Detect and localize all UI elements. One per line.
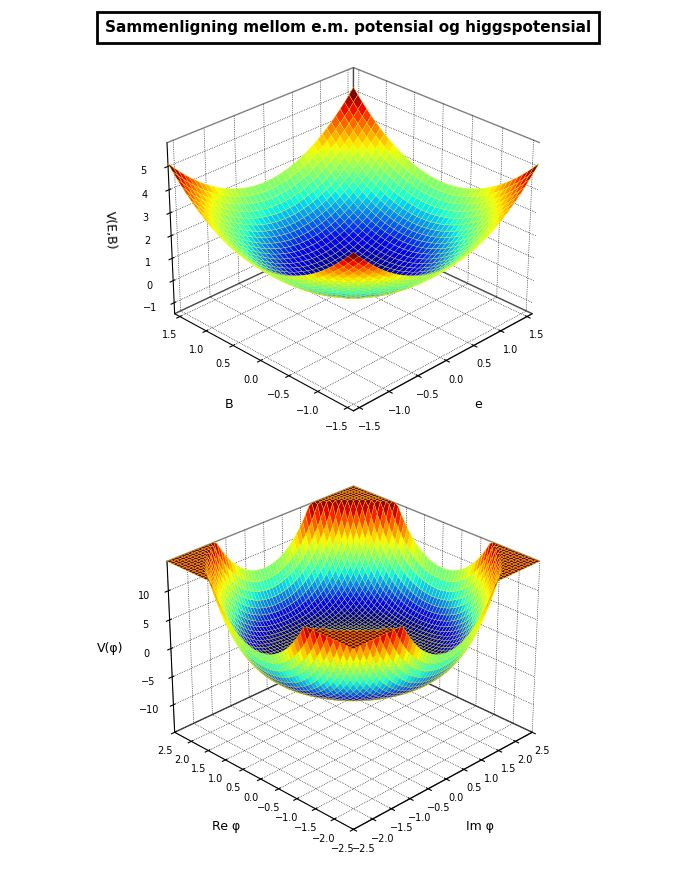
Y-axis label: Re φ: Re φ	[212, 821, 241, 834]
Y-axis label: B: B	[225, 399, 233, 412]
Text: Sammenligning mellom e.m. potensial og higgspotensial: Sammenligning mellom e.m. potensial og h…	[105, 20, 591, 35]
X-axis label: e: e	[474, 399, 482, 412]
X-axis label: Im φ: Im φ	[466, 821, 494, 834]
